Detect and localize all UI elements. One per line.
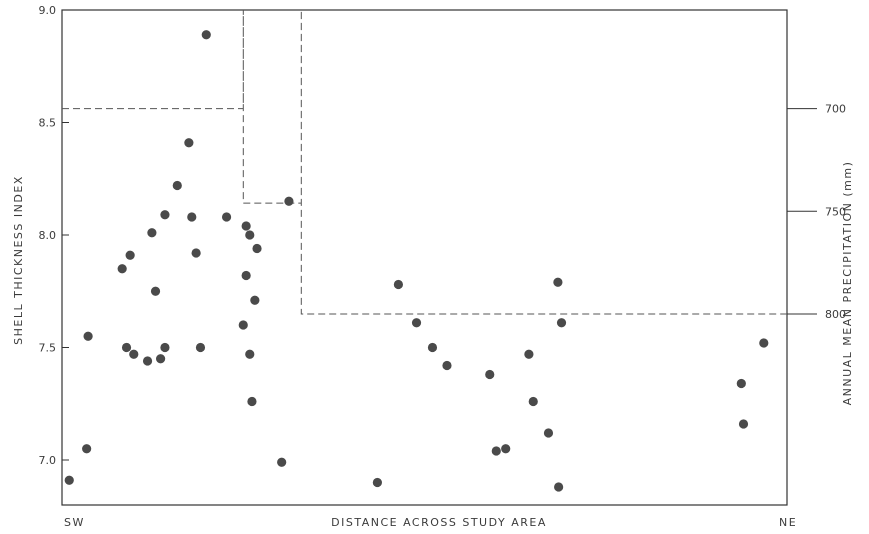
y-axis-title: SHELL THICKNESS INDEX (12, 175, 25, 345)
y-tick-label: 8.0 (39, 229, 57, 242)
y-tick-label: 7.0 (39, 454, 57, 467)
plot-frame (61, 9, 788, 506)
y2-axis-title: ANNUAL MEAN PRECIPITATION (mm) (841, 161, 854, 406)
data-point (241, 221, 251, 231)
y2-tick-label: 750 (825, 205, 846, 218)
data-point (195, 342, 206, 353)
y-tick-label: 9.0 (39, 4, 57, 17)
data-point (82, 444, 92, 454)
x-axis-title: DISTANCE ACROSS STUDY AREA (331, 516, 547, 529)
data-point (528, 396, 538, 407)
data-point (553, 277, 563, 287)
data-point (738, 419, 749, 429)
data-point (156, 354, 166, 364)
data-point (556, 318, 567, 328)
x-axis-left-end-label: SW (64, 516, 85, 529)
data-points (64, 30, 769, 492)
data-point (201, 30, 211, 40)
data-point (147, 228, 157, 238)
y-axis-ticks: 7.0 7.5 8.0 8.5 9.0 (39, 4, 69, 467)
precipitation-boundary (62, 10, 787, 315)
data-point (64, 475, 74, 485)
data-point (142, 356, 153, 366)
data-point (129, 349, 139, 359)
data-point (117, 264, 127, 274)
data-point (393, 279, 403, 290)
data-point (442, 360, 452, 371)
data-point (427, 342, 438, 353)
y2-tick-label: 800 (825, 308, 846, 321)
data-point (485, 369, 495, 380)
data-point (372, 477, 382, 488)
data-point (543, 428, 554, 438)
data-point (501, 444, 511, 454)
data-point (491, 446, 501, 456)
data-point (252, 243, 262, 254)
data-point (160, 342, 170, 353)
data-point (247, 396, 257, 407)
data-point (238, 320, 248, 330)
x-axis-right-end-label: NE (779, 516, 797, 529)
data-point (221, 212, 232, 222)
data-point (524, 349, 534, 359)
data-point (187, 212, 197, 222)
y-tick-label: 8.5 (39, 117, 57, 130)
data-point (759, 338, 769, 348)
y2-tick-label: 700 (825, 103, 846, 116)
data-point (125, 250, 135, 260)
data-point (736, 378, 746, 389)
data-point (554, 482, 564, 492)
data-point (411, 318, 422, 328)
data-point (245, 349, 255, 359)
data-point (184, 138, 194, 148)
data-point (172, 180, 182, 191)
data-point (245, 230, 255, 240)
data-point (241, 270, 251, 281)
data-point (277, 457, 287, 467)
data-point (83, 331, 93, 341)
data-point (121, 342, 132, 353)
precipitation-boundary-line (62, 10, 787, 315)
data-point (150, 286, 161, 296)
y-tick-label: 7.5 (39, 342, 57, 355)
data-point (191, 248, 201, 258)
data-point (160, 210, 170, 220)
y2-axis-ticks: 700 750 800 (787, 103, 846, 321)
data-point (284, 196, 294, 206)
data-point (250, 295, 260, 305)
